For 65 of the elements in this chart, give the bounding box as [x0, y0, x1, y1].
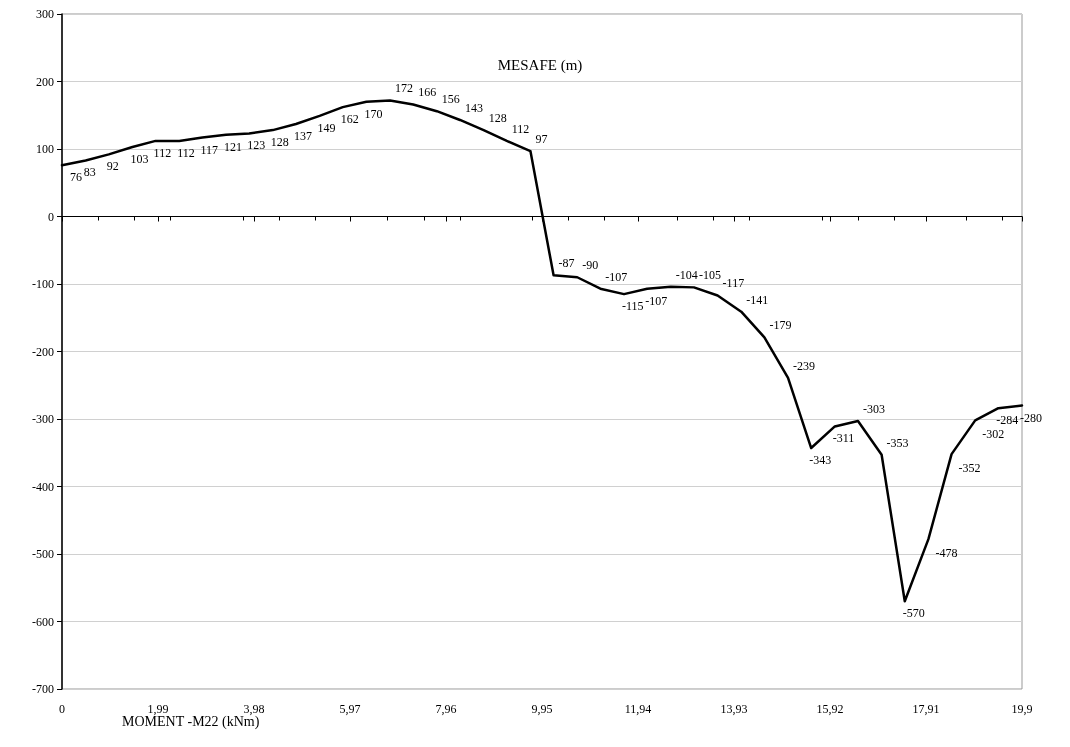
y-tick-label: -400: [32, 479, 54, 494]
y-tick-label: 300: [36, 7, 54, 21]
data-label: -104: [675, 267, 698, 282]
y-tick-label: -700: [32, 682, 54, 696]
y-tick-label: 0: [48, 209, 54, 224]
text: MESAFE (m): [497, 56, 583, 74]
x-tick-label: 1,99: [147, 702, 169, 716]
data-label: -311: [832, 431, 855, 446]
data-label: -87: [558, 256, 575, 271]
x-tick-label: 5,97: [339, 702, 361, 716]
data-label: -107: [605, 269, 628, 284]
data-label: -478: [935, 546, 958, 561]
y-tick-label: -500: [32, 547, 54, 561]
y-tick-label: -600: [32, 614, 54, 629]
data-label: -115: [622, 299, 644, 314]
y-tick-label: -100: [32, 277, 54, 291]
x-tick-label: 9,95: [531, 702, 553, 716]
data-label: 76: [70, 170, 82, 185]
data-label: 83: [83, 165, 96, 180]
x-tick-label: 15,92: [816, 702, 844, 716]
data-label: -239: [793, 358, 816, 373]
data-label: 162: [340, 112, 359, 127]
data-label: -353: [886, 435, 909, 450]
data-label: -280: [1020, 410, 1042, 425]
data-label: 166: [418, 85, 437, 100]
data-label: 117: [200, 142, 218, 157]
data-label: -284: [996, 413, 1019, 428]
x-tick-label: 11,94: [624, 702, 652, 716]
data-label: 137: [293, 129, 312, 144]
data-label: -141: [746, 292, 769, 307]
data-label: 128: [270, 135, 289, 150]
x-tick-label: 19,9: [1011, 702, 1033, 716]
data-label: -343: [809, 453, 832, 468]
data-label: -107: [645, 293, 668, 308]
x-tick-label: 7,96: [435, 702, 457, 716]
data-label: -303: [862, 402, 885, 417]
data-label: 121: [224, 139, 243, 154]
y-tick-label: 200: [36, 74, 54, 89]
y-tick-label: -300: [32, 412, 54, 426]
data-label: 97: [535, 132, 548, 147]
data-label: 112: [153, 145, 172, 160]
data-label: 170: [364, 106, 383, 121]
data-label: -117: [722, 276, 745, 291]
data-label: 112: [511, 121, 530, 136]
data-label: 156: [441, 92, 460, 107]
data-label: 149: [317, 120, 336, 135]
data-label: 128: [488, 111, 507, 126]
data-label: 112: [177, 145, 195, 160]
data-label: 143: [464, 100, 483, 115]
x-tick-label: 17,91: [912, 702, 940, 716]
data-label: -90: [582, 258, 599, 273]
y-tick-label: -200: [32, 344, 54, 359]
x-tick-label: 3,98: [243, 702, 265, 716]
data-label: -352: [958, 461, 981, 476]
data-label: -105: [698, 268, 721, 283]
data-label: 103: [130, 151, 149, 166]
y-tick-label: 100: [36, 142, 54, 156]
data-label: 172: [395, 81, 414, 96]
data-label: -302: [982, 427, 1005, 442]
data-label: 123: [247, 138, 266, 153]
data-label: -179: [769, 318, 792, 333]
data-label: 92: [106, 159, 119, 174]
x-tick-label: 13,93: [720, 702, 748, 716]
x-tick-label: 0: [59, 702, 65, 716]
data-label: -570: [902, 606, 925, 621]
